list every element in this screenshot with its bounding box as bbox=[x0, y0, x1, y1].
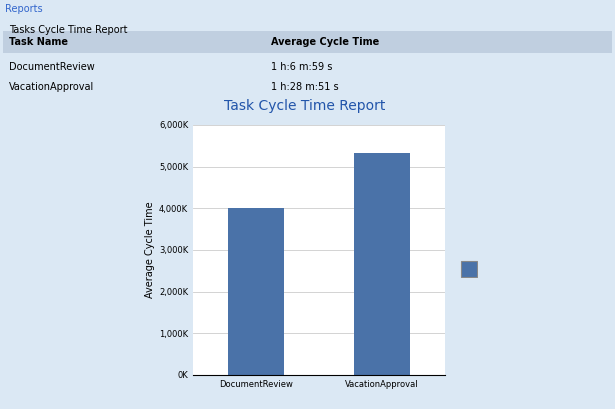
Text: DocumentReview: DocumentReview bbox=[9, 62, 95, 72]
Text: Reports: Reports bbox=[5, 4, 42, 14]
Bar bbox=[228, 207, 284, 375]
Y-axis label: Average Cycle Time: Average Cycle Time bbox=[145, 202, 155, 298]
Text: 1 h:28 m:51 s: 1 h:28 m:51 s bbox=[271, 82, 339, 92]
Text: Tasks Cycle Time Report: Tasks Cycle Time Report bbox=[9, 25, 128, 35]
Text: Task Name: Task Name bbox=[9, 37, 68, 47]
Text: Average Cycle Time: Average Cycle Time bbox=[271, 37, 379, 47]
Bar bbox=[354, 153, 410, 375]
Text: Task Cycle Time Report: Task Cycle Time Report bbox=[224, 99, 386, 113]
Text: 1 h:6 m:59 s: 1 h:6 m:59 s bbox=[271, 62, 332, 72]
FancyBboxPatch shape bbox=[3, 31, 612, 54]
Text: VacationApproval: VacationApproval bbox=[9, 82, 95, 92]
